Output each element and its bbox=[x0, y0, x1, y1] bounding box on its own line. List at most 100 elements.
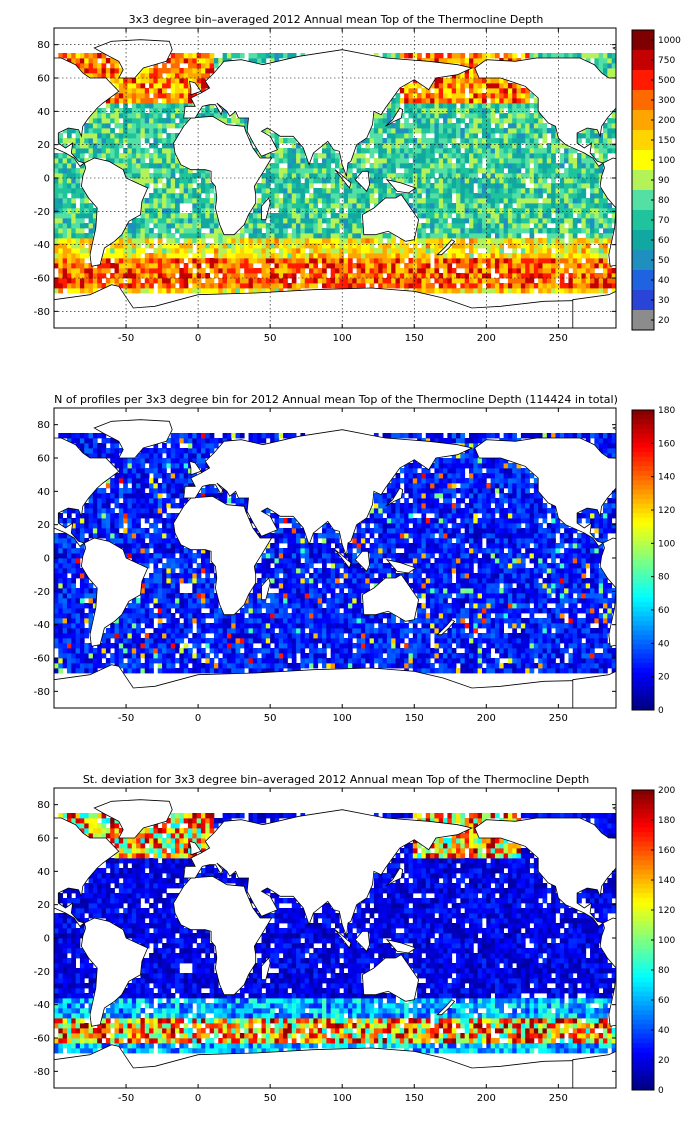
data-bin bbox=[603, 273, 608, 279]
data-bin bbox=[54, 178, 59, 184]
data-bin bbox=[572, 188, 578, 194]
data-bin bbox=[551, 208, 556, 214]
data-bin bbox=[551, 163, 556, 169]
data-bin bbox=[75, 148, 81, 154]
data-bin bbox=[79, 153, 85, 159]
data-bin bbox=[131, 528, 137, 534]
data-bin bbox=[551, 53, 556, 59]
data-bin bbox=[347, 228, 353, 234]
data-bin bbox=[477, 108, 483, 114]
data-bin bbox=[473, 228, 479, 234]
data-bin bbox=[404, 248, 409, 254]
data-bin bbox=[218, 288, 223, 294]
data-bin bbox=[451, 278, 457, 284]
data-bin bbox=[309, 258, 314, 264]
data-bin bbox=[373, 148, 379, 154]
data-bin bbox=[572, 198, 578, 204]
data-bin bbox=[421, 128, 427, 134]
x-tick-label: 100 bbox=[333, 333, 352, 344]
data-bin bbox=[153, 213, 159, 219]
data-bin bbox=[131, 163, 137, 169]
data-bin bbox=[542, 283, 548, 289]
data-bin bbox=[520, 218, 526, 224]
data-bin bbox=[71, 538, 77, 544]
data-bin bbox=[300, 248, 306, 254]
data-bin bbox=[131, 538, 137, 544]
data-bin bbox=[261, 58, 267, 64]
data-bin bbox=[62, 203, 68, 209]
data-bin bbox=[326, 173, 332, 179]
data-bin bbox=[369, 253, 375, 259]
data-bin bbox=[140, 513, 146, 519]
data-bin bbox=[507, 288, 513, 294]
data-bin bbox=[153, 278, 159, 284]
data-bin bbox=[101, 513, 107, 519]
data-bin bbox=[287, 178, 293, 184]
data-bin bbox=[516, 208, 522, 214]
data-bin bbox=[568, 238, 574, 244]
data-bin bbox=[533, 263, 539, 269]
data-bin bbox=[296, 198, 301, 204]
data-bin bbox=[114, 248, 120, 254]
data-bin bbox=[105, 253, 111, 259]
data-bin bbox=[105, 493, 111, 499]
data-bin bbox=[183, 118, 189, 124]
data-bin bbox=[473, 88, 479, 94]
data-bin bbox=[157, 608, 163, 614]
data-bin bbox=[71, 563, 77, 569]
data-bin bbox=[577, 263, 582, 269]
data-bin bbox=[162, 213, 167, 219]
data-bin bbox=[516, 133, 522, 139]
data-bin bbox=[378, 188, 383, 194]
data-bin bbox=[127, 258, 133, 264]
data-bin bbox=[274, 58, 280, 64]
data-bin bbox=[477, 233, 483, 239]
data-bin bbox=[170, 158, 176, 164]
colorbar-swatch bbox=[632, 250, 654, 271]
data-bin bbox=[127, 658, 133, 664]
data-bin bbox=[205, 223, 211, 229]
data-bin bbox=[183, 168, 189, 174]
data-bin bbox=[153, 633, 159, 639]
data-bin bbox=[499, 153, 504, 159]
data-bin bbox=[572, 163, 578, 169]
data-bin bbox=[123, 618, 128, 624]
data-bin bbox=[412, 93, 418, 99]
data-bin bbox=[378, 278, 383, 284]
data-bin bbox=[339, 283, 345, 289]
data-bin bbox=[425, 213, 431, 219]
y-tick-label: 20 bbox=[37, 140, 50, 151]
data-bin bbox=[326, 208, 332, 214]
data-bin bbox=[123, 248, 128, 254]
data-bin bbox=[525, 138, 530, 144]
data-bin bbox=[144, 623, 150, 629]
data-bin bbox=[425, 208, 431, 214]
data-bin bbox=[404, 153, 409, 159]
data-bin bbox=[460, 258, 466, 264]
data-bin bbox=[516, 83, 522, 89]
data-bin bbox=[136, 128, 141, 134]
data-bin bbox=[373, 133, 379, 139]
data-bin bbox=[140, 78, 146, 84]
data-bin bbox=[162, 503, 167, 509]
data-bin bbox=[149, 598, 154, 604]
data-bin bbox=[507, 178, 513, 184]
data-bin bbox=[144, 148, 150, 154]
data-bin bbox=[144, 658, 150, 664]
data-bin bbox=[546, 218, 552, 224]
data-bin bbox=[226, 263, 232, 269]
data-bin bbox=[75, 603, 81, 609]
data-bin bbox=[447, 128, 453, 134]
data-bin bbox=[451, 58, 457, 64]
data-bin bbox=[162, 578, 167, 584]
data-bin bbox=[317, 173, 323, 179]
data-bin bbox=[577, 288, 582, 294]
data-bin bbox=[153, 518, 159, 524]
data-bin bbox=[192, 53, 198, 59]
data-bin bbox=[144, 198, 150, 204]
data-bin bbox=[157, 238, 163, 244]
data-bin bbox=[494, 188, 500, 194]
data-bin bbox=[404, 178, 409, 184]
data-bin bbox=[92, 113, 98, 119]
data-bin bbox=[525, 228, 530, 234]
